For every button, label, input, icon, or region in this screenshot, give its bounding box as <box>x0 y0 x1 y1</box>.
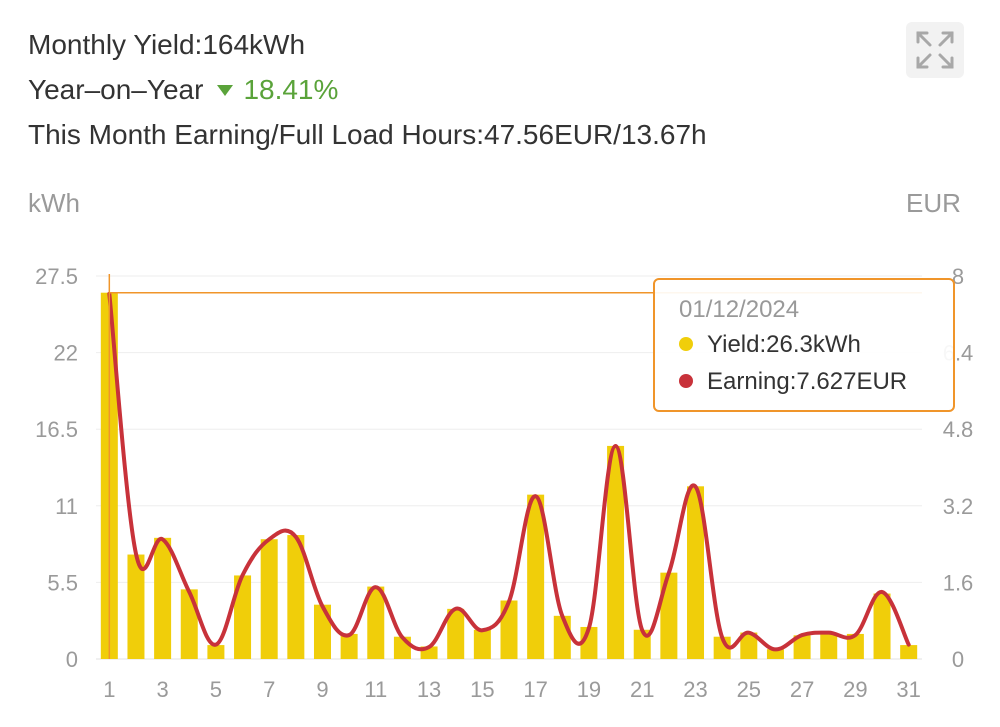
y-left-tick-label: 22 <box>54 341 78 366</box>
x-tick-label: 1 <box>103 677 115 702</box>
yield-bar <box>340 633 358 659</box>
tooltip-yield-row: Yield:26.3kWh <box>679 326 953 363</box>
yield-bar <box>766 649 784 659</box>
x-tick-label: 9 <box>316 677 328 702</box>
yield-bar <box>660 572 678 659</box>
yield-bar <box>900 645 918 659</box>
x-tick-label: 15 <box>470 677 494 702</box>
yield-bar <box>820 632 838 659</box>
x-tick-label: 17 <box>523 677 547 702</box>
right-axis-unit: EUR <box>906 188 961 218</box>
yield-bar <box>313 604 331 659</box>
monthly-yield-text: Monthly Yield:164kWh <box>28 29 306 60</box>
yoy-value: 18.41% <box>243 74 339 105</box>
x-tick-label: 25 <box>737 677 761 702</box>
x-tick-label: 31 <box>896 677 920 702</box>
x-tick-label: 21 <box>630 677 654 702</box>
yield-bar <box>367 586 385 659</box>
x-tick-label: 7 <box>263 677 275 702</box>
y-right-tick-label: 1.6 <box>943 570 974 595</box>
yield-bar <box>473 629 491 659</box>
y-left-tick-label: 27.5 <box>35 264 78 289</box>
x-tick-label: 23 <box>683 677 707 702</box>
expand-button[interactable] <box>906 22 964 78</box>
yield-bar <box>234 575 252 659</box>
axis-labels: 0 05.5 1.611 3.216.5 4.822 6.427.5 81 3 5 7 9 11 13 1… <box>35 264 973 702</box>
yield-bar <box>154 537 172 659</box>
x-tick-label: 11 <box>364 677 387 702</box>
yield-bar <box>846 633 864 659</box>
earning-dot-icon <box>679 373 693 388</box>
y-left-tick-label: 11 <box>55 494 78 519</box>
tooltip: 01/12/2024 Yield:26.3kWh Earning:7.627EU… <box>653 278 955 412</box>
expand-arrows-icon <box>916 31 954 69</box>
tooltip-yield: Yield:26.3kWh <box>707 331 861 358</box>
yield-bar <box>207 645 225 659</box>
y-right-tick-label: 0 <box>952 647 964 672</box>
x-tick-label: 5 <box>210 677 222 702</box>
x-tick-label: 19 <box>577 677 601 702</box>
x-tick-label: 27 <box>790 677 814 702</box>
y-right-tick-label: 4.8 <box>943 417 974 442</box>
triangle-down-icon <box>217 84 234 96</box>
yoy-label: Year–on–Year <box>28 74 204 105</box>
yield-bar <box>127 554 145 659</box>
x-tick-label: 13 <box>417 677 441 702</box>
x-tick-label: 3 <box>156 677 168 702</box>
yield-bar <box>527 494 545 659</box>
earning-line <box>107 291 911 652</box>
yield-bar <box>447 608 465 659</box>
year-on-year-row: Year–on–Year 18.41% <box>28 67 707 112</box>
summary-panel: Monthly Yield:164kWh Year–on–Year 18.41% … <box>28 22 707 157</box>
yield-bar <box>287 535 305 659</box>
y-left-tick-label: 16.5 <box>35 417 78 442</box>
yield-bar <box>180 589 198 659</box>
earning-full-load-hours-text: This Month Earning/Full Load Hours:47.56… <box>28 119 707 150</box>
y-left-tick-label: 0 <box>66 647 78 672</box>
tooltip-earning: Earning:7.627EUR <box>707 368 908 395</box>
earning-line-layer <box>107 291 911 652</box>
yield-bar <box>500 600 518 659</box>
yield-dot-icon <box>679 336 693 351</box>
y-right-tick-label: 3.2 <box>943 494 974 519</box>
yield-bar <box>260 539 278 659</box>
yield-bar <box>793 635 811 659</box>
yield-bar <box>553 615 571 659</box>
yield-bar <box>740 632 758 659</box>
yield-bar <box>873 593 891 659</box>
yield-bar <box>607 445 625 659</box>
y-left-tick-label: 5.5 <box>47 570 78 595</box>
tooltip-date: 01/12/2024 <box>679 296 800 323</box>
x-tick-label: 29 <box>843 677 867 702</box>
yield-bar <box>687 486 705 659</box>
tooltip-earning-row: Earning:7.627EUR <box>679 363 953 400</box>
left-axis-unit: kWh <box>28 188 80 218</box>
